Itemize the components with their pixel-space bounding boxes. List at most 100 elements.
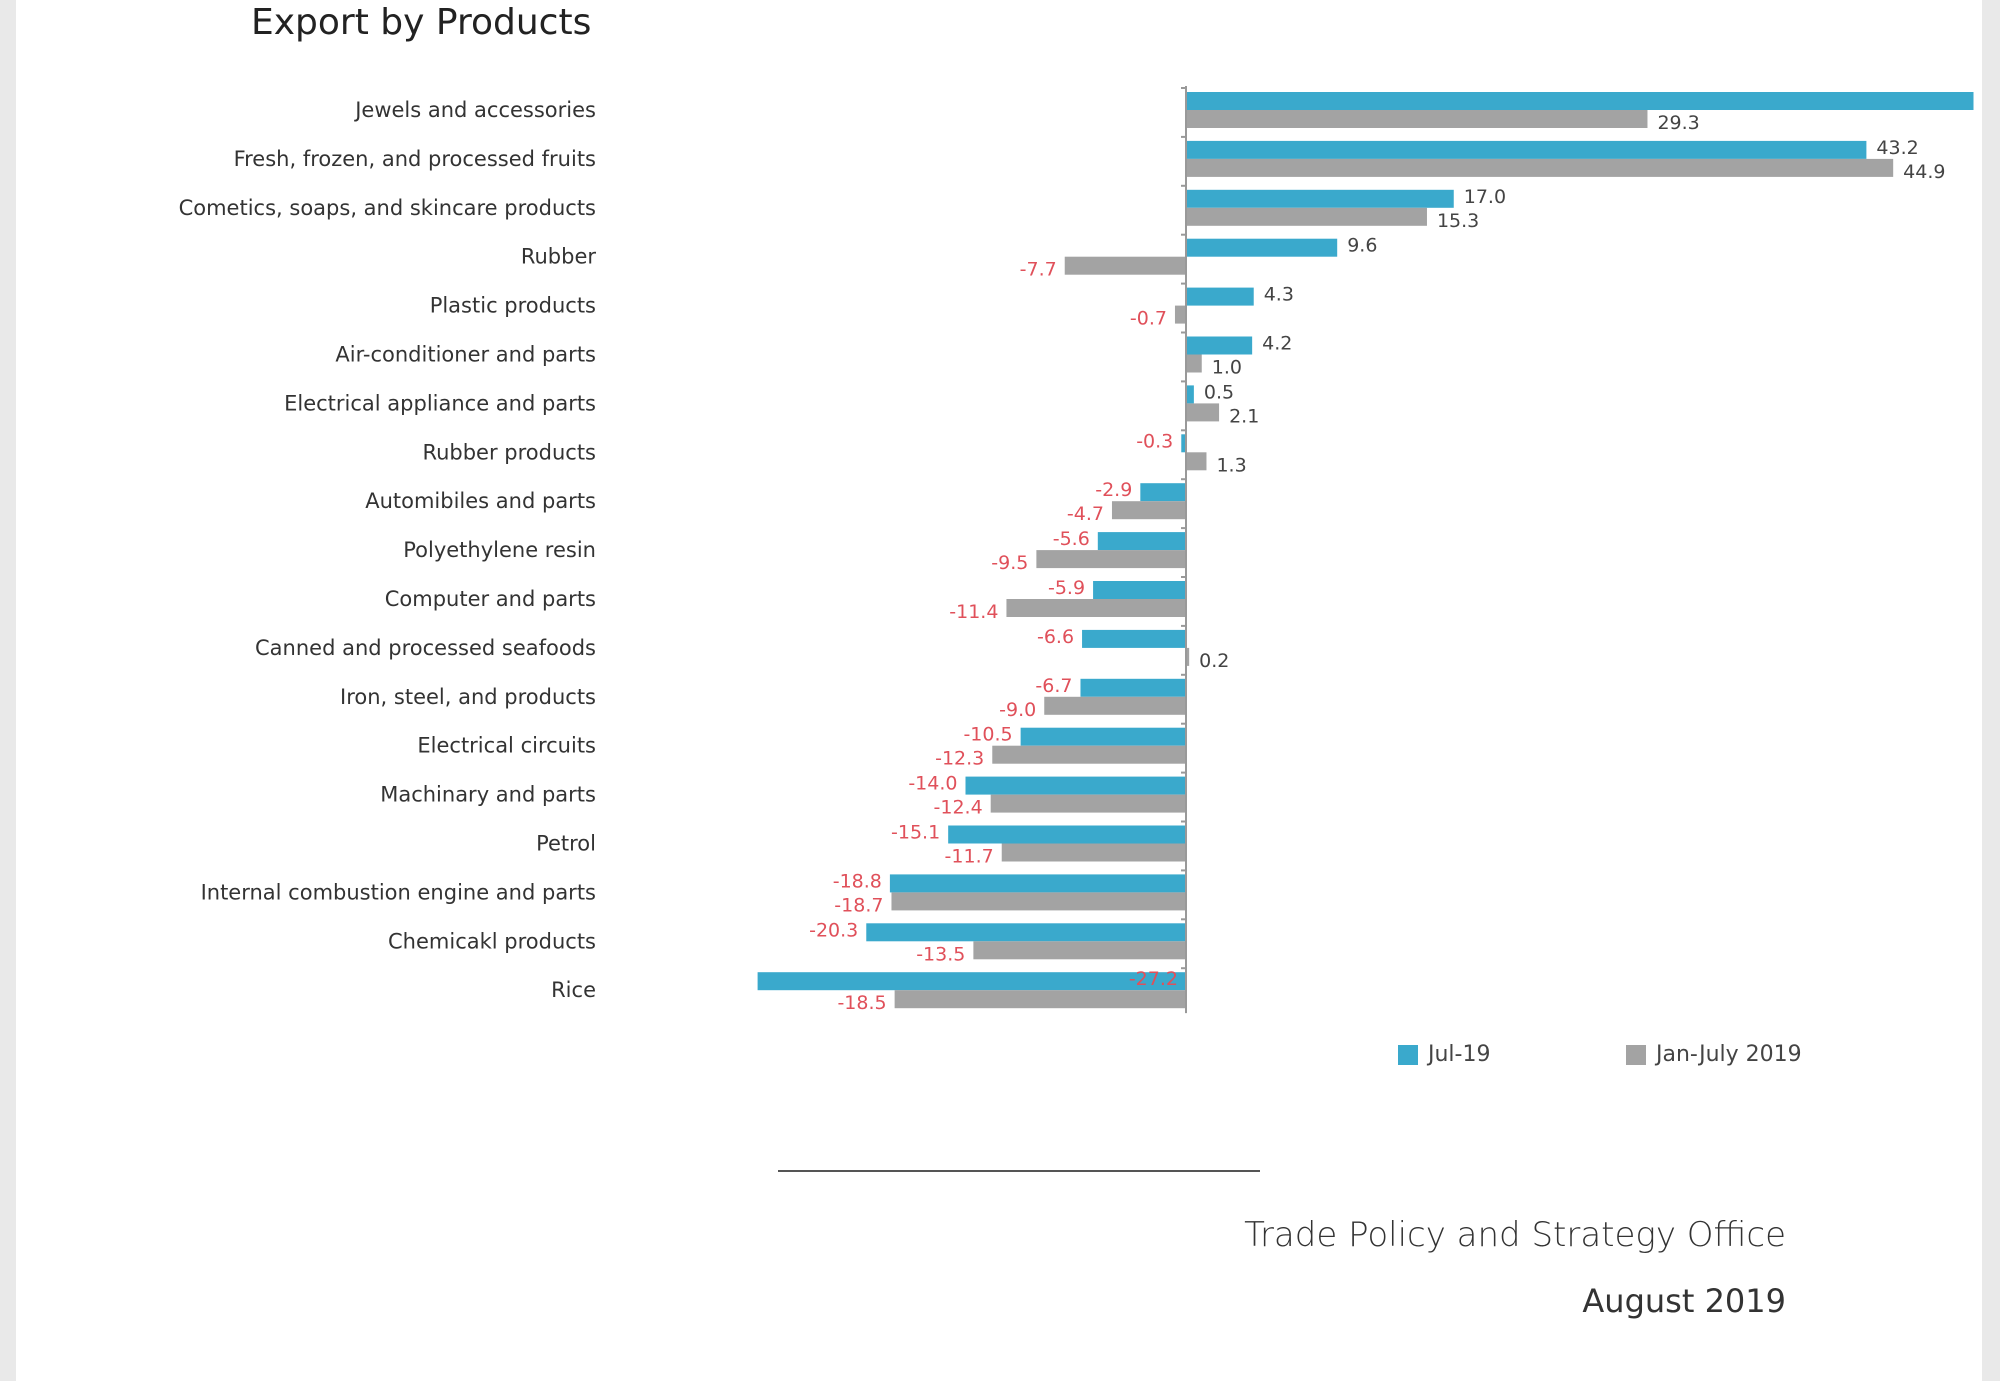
data-label: -6.6 [1037,626,1074,648]
category-label: Machinary and parts [380,783,596,807]
bar-jan-july-2019 [973,941,1186,960]
bar-jan-july-2019 [1036,550,1186,569]
bar-jan-july-2019 [992,745,1186,764]
bar-jan-july-2019 [894,990,1186,1009]
data-label: -12.3 [935,748,984,770]
bar-jul-19 [1181,434,1186,453]
data-label: 15.3 [1437,210,1479,232]
data-label: 0.5 [1204,381,1234,403]
bar-jul-19 [1093,581,1186,599]
data-label: 4.3 [1264,284,1294,306]
bar-jul-19 [1186,385,1194,404]
data-label: -9.5 [991,552,1028,574]
bar-chart: Jewels and accessories 29.3 Fresh, frozen,… [179,86,1974,1014]
category-label: Iron, steel, and products [340,685,596,709]
data-label: -4.7 [1067,503,1104,525]
data-label: 1.0 [1212,357,1242,379]
data-label: 44.9 [1903,161,1945,183]
bar-jul-19 [1080,678,1186,697]
bar-jul-19 [1140,483,1186,502]
bar-jan-july-2019 [1064,256,1186,275]
data-label: -11.7 [945,846,994,868]
category-label: Air-conditioner and parts [335,343,596,367]
data-label: -0.7 [1130,308,1167,330]
category-label: Polyethylene resin [403,538,596,562]
data-label: 0.2 [1199,650,1229,672]
data-label: -10.5 [963,724,1012,746]
category-label: Jewels and accessories [353,98,596,122]
data-label: -6.7 [1035,675,1072,697]
bar-jan-july-2019 [1111,501,1186,520]
category-label: Canned and processed seafoods [255,636,596,660]
bar-jul-19 [1186,336,1253,355]
bar-jan-july-2019 [990,794,1186,813]
data-label: -2.9 [1095,479,1132,501]
bar-jul-19 [1186,92,1974,110]
bar-jul-19 [965,776,1186,795]
bar-jul-19 [889,874,1186,893]
legend-swatch [1626,1044,1646,1065]
bar-jan-july-2019 [1006,599,1186,617]
bar-jul-19 [757,972,1186,991]
data-label: -11.4 [949,601,998,623]
data-label: 29.3 [1657,112,1699,134]
legend-swatch [1398,1044,1418,1065]
divider [778,1170,1260,1172]
page-title: Export by Products [251,2,592,43]
bar-jan-july-2019 [1186,403,1220,422]
data-label: -12.4 [934,797,983,819]
bar-jan-july-2019 [1186,354,1202,373]
category-label: Petrol [536,832,596,856]
data-label: 2.1 [1229,405,1259,427]
bar-jan-july-2019 [1186,452,1207,471]
bar-jul-19 [1082,629,1186,648]
legend-item-jan-july-2019: Jan-July 2019 [1626,1042,1802,1067]
bar-jul-19 [1186,140,1867,159]
bar-jul-19 [1097,532,1186,551]
category-label: Rice [551,978,596,1002]
category-label: Electrical circuits [417,734,596,758]
data-label: 4.2 [1262,333,1292,355]
category-label: Internal combustion engine and parts [201,880,596,904]
bar-jan-july-2019 [1186,647,1190,666]
bar-jul-19 [1186,189,1454,208]
data-label: 43.2 [1876,137,1918,159]
data-label: -27.2 [1129,968,1178,990]
bar-jul-19 [866,923,1186,942]
data-label: -20.3 [809,919,858,941]
bar-jan-july-2019 [1186,158,1894,177]
bar-jul-19 [1020,727,1186,746]
data-label: -18.7 [834,894,883,916]
data-label: -18.8 [833,870,882,892]
report-date: August 2019 [1582,1282,1786,1320]
category-label: Fresh, frozen, and processed fruits [234,147,596,171]
data-label: -5.6 [1053,528,1090,550]
category-label: Automibiles and parts [365,489,596,513]
category-label: Electrical appliance and parts [284,391,596,415]
bar-jan-july-2019 [1174,305,1186,324]
data-label: -7.7 [1020,259,1057,281]
data-label: 9.6 [1347,235,1377,257]
bar-jul-19 [948,825,1186,844]
data-label: -14.0 [908,773,957,795]
document-page: Export by Products Jewels and accessorie… [16,0,1982,1381]
data-label: 17.0 [1464,186,1506,208]
category-label: Cometics, soaps, and skincare products [179,196,596,220]
bar-jan-july-2019 [1186,207,1427,226]
office-name: Trade Policy and Strategy Office [1244,1215,1786,1255]
data-label: -18.5 [837,992,886,1014]
data-label: -9.0 [999,699,1036,721]
bar-jul-19 [1186,238,1338,257]
legend-label: Jul-19 [1428,1042,1491,1067]
data-label: -0.3 [1136,430,1173,452]
bar-jul-19 [1186,287,1254,306]
bar-jan-july-2019 [1186,110,1648,128]
category-label: Computer and parts [385,587,596,611]
bar-jan-july-2019 [891,892,1186,911]
data-label: -15.1 [891,822,940,844]
category-label: Rubber products [422,440,596,464]
category-label: Plastic products [430,294,596,318]
category-label: Chemicakl products [388,929,596,953]
legend-label: Jan-July 2019 [1656,1042,1802,1067]
category-label: Rubber [521,245,597,269]
